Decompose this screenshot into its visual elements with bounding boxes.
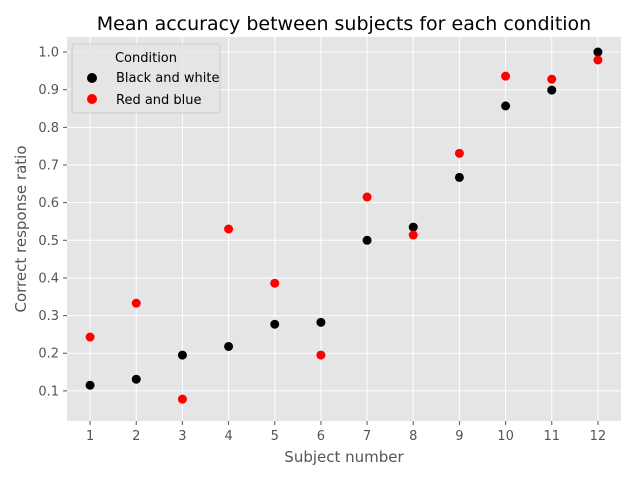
data-points xyxy=(85,47,603,404)
legend: Condition Black and white Red and blue xyxy=(71,43,221,114)
y-tick-label: 0.6 xyxy=(38,196,59,211)
y-tick-label: 0.2 xyxy=(38,347,59,362)
point-red-and-blue xyxy=(270,278,280,288)
x-tick-label: 6 xyxy=(317,429,325,444)
y-tick-label: 0.4 xyxy=(38,271,59,286)
x-axis-ticks: 1 2 3 4 5 6 7 8 9 10 11 12 xyxy=(86,421,606,444)
point-red-and-blue xyxy=(408,230,418,240)
point-black-and-white xyxy=(501,101,511,111)
x-tick-label: 11 xyxy=(543,429,560,444)
chart-title: Mean accuracy between subjects for each … xyxy=(97,13,591,35)
point-black-and-white xyxy=(224,341,234,351)
x-tick-label: 5 xyxy=(271,429,279,444)
point-black-and-white xyxy=(177,350,187,360)
point-red-and-blue xyxy=(593,55,603,65)
x-tick-label: 8 xyxy=(409,429,417,444)
x-axis-label: Subject number xyxy=(284,448,404,466)
point-black-and-white xyxy=(408,222,418,232)
y-tick-label: 0.1 xyxy=(38,384,59,399)
y-tick-label: 0.9 xyxy=(38,83,59,98)
point-red-and-blue xyxy=(316,350,326,360)
point-red-and-blue xyxy=(454,148,464,158)
x-tick-label: 10 xyxy=(497,429,514,444)
point-red-and-blue xyxy=(131,298,141,308)
point-black-and-white xyxy=(593,47,603,57)
x-tick-label: 3 xyxy=(178,429,186,444)
point-red-and-blue xyxy=(85,332,95,342)
point-black-and-white xyxy=(85,380,95,390)
point-black-and-white xyxy=(362,235,372,245)
point-red-and-blue xyxy=(501,71,511,81)
point-red-and-blue xyxy=(177,394,187,404)
legend-title: Condition xyxy=(115,51,177,66)
legend-marker-black-and-white xyxy=(87,73,97,83)
point-black-and-white xyxy=(316,317,326,327)
x-tick-label: 1 xyxy=(86,429,94,444)
x-tick-label: 9 xyxy=(455,429,463,444)
x-tick-label: 2 xyxy=(132,429,140,444)
point-black-and-white xyxy=(131,374,141,384)
x-tick-label: 12 xyxy=(590,429,607,444)
legend-label-black-and-white: Black and white xyxy=(116,71,219,86)
legend-label-red-and-blue: Red and blue xyxy=(116,93,202,108)
point-red-and-blue xyxy=(547,74,557,84)
y-tick-label: 1.0 xyxy=(38,46,59,61)
point-red-and-blue xyxy=(224,224,234,234)
point-red-and-blue xyxy=(362,192,372,202)
y-tick-label: 0.7 xyxy=(38,159,59,174)
legend-box xyxy=(71,43,221,114)
y-tick-label: 0.5 xyxy=(38,234,59,249)
x-tick-label: 7 xyxy=(363,429,371,444)
y-tick-label: 0.8 xyxy=(38,121,59,136)
point-black-and-white xyxy=(270,319,280,329)
point-black-and-white xyxy=(454,172,464,182)
point-black-and-white xyxy=(547,85,557,95)
y-tick-label: 0.3 xyxy=(38,309,59,324)
x-tick-label: 4 xyxy=(224,429,232,444)
y-axis-ticks: 0.1 0.2 0.3 0.4 0.5 0.6 0.7 0.8 0.9 1.0 xyxy=(38,46,67,399)
y-axis-label: Correct response ratio xyxy=(12,146,30,313)
legend-marker-red-and-blue xyxy=(87,94,97,104)
